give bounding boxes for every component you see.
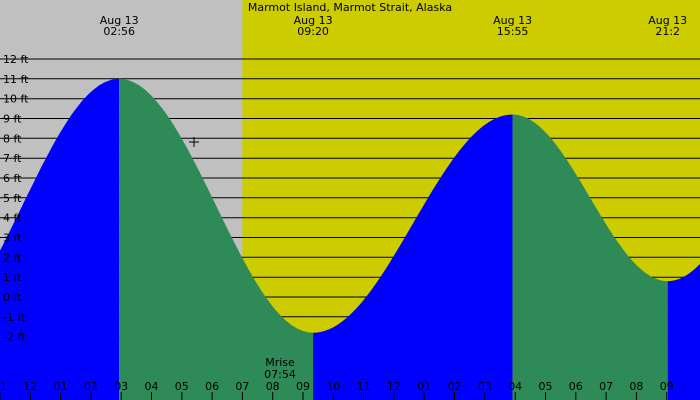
x-axis-labels: 11 12 01 02 03 04 05 06 07 08 09 10 11 12 01 02 03 04 05 06… — [0, 380, 674, 400]
x-tick-label: 09 — [296, 380, 310, 393]
y-tick-label: 5 ft — [3, 192, 22, 205]
x-tick-label: 12 — [23, 380, 37, 393]
x-tick-label: 06 — [205, 380, 219, 393]
y-tick-label: 9 ft — [3, 113, 22, 126]
x-tick-label: 03 — [114, 380, 128, 393]
extreme-time: 15:55 — [497, 25, 529, 38]
x-tick-label: 07 — [599, 380, 613, 393]
x-tick-label: 06 — [569, 380, 583, 393]
y-axis-labels: 12 ft 11 ft 10 ft 9 ft 8 ft 7 ft 6 ft 5 ft 4 ft 3… — [3, 53, 29, 344]
y-tick-label: 2 ft — [3, 251, 22, 264]
x-tick-label: 08 — [266, 380, 280, 393]
extreme-time: 21:2 — [655, 25, 680, 38]
x-tick-label: 08 — [629, 380, 643, 393]
x-tick-label: 04 — [145, 380, 159, 393]
x-tick-label: 04 — [508, 380, 522, 393]
extreme-date: Aug 13 — [648, 14, 687, 27]
y-tick-label: 3 ft — [3, 232, 22, 245]
y-tick-label: 6 ft — [3, 172, 22, 185]
y-tick-label: 8 ft — [3, 132, 22, 145]
extreme-date: Aug 13 — [100, 14, 139, 27]
y-tick-label: 1 ft — [3, 271, 22, 284]
extreme-date: Aug 13 — [493, 14, 532, 27]
x-tick-label: 10 — [326, 380, 340, 393]
extreme-time: 02:56 — [103, 25, 135, 38]
extreme-date: Aug 13 — [294, 14, 333, 27]
y-tick-label: -2 ft — [3, 331, 26, 344]
falling-tide-area — [119, 78, 314, 400]
y-tick-label: 0 ft — [3, 291, 22, 304]
chart-title: Marmot Island, Marmot Strait, Alaska — [248, 1, 452, 14]
rising-tide-area — [667, 263, 700, 400]
x-tick-label: 09 — [660, 380, 674, 393]
x-tick-label: 11 — [357, 380, 371, 393]
y-tick-label: 11 ft — [3, 73, 29, 86]
extreme-time: 09:20 — [297, 25, 329, 38]
x-tick-label: 01 — [417, 380, 431, 393]
x-tick-label: 02 — [84, 380, 98, 393]
moonrise-time: 07:54 — [264, 368, 296, 381]
y-tick-label: -1 ft — [3, 311, 26, 324]
x-tick-label: 12 — [387, 380, 401, 393]
x-tick-label: 03 — [478, 380, 492, 393]
x-tick-label: 01 — [54, 380, 68, 393]
y-tick-label: 12 ft — [3, 53, 29, 66]
x-tick-label: 05 — [539, 380, 553, 393]
x-tick-label: 02 — [448, 380, 462, 393]
rising-tide-area — [313, 114, 513, 400]
y-tick-label: 7 ft — [3, 152, 22, 165]
x-tick-label: 11 — [0, 380, 7, 393]
moonrise-label: Mrise — [265, 356, 295, 369]
y-tick-label: 4 ft — [3, 212, 22, 225]
y-tick-label: 10 ft — [3, 93, 29, 106]
x-tick-label: 05 — [175, 380, 189, 393]
falling-tide-area — [512, 114, 668, 400]
rising-tide-area — [0, 78, 120, 400]
tide-areas — [0, 78, 700, 400]
x-tick-label: 07 — [235, 380, 249, 393]
crosshair-cursor — [189, 137, 199, 147]
